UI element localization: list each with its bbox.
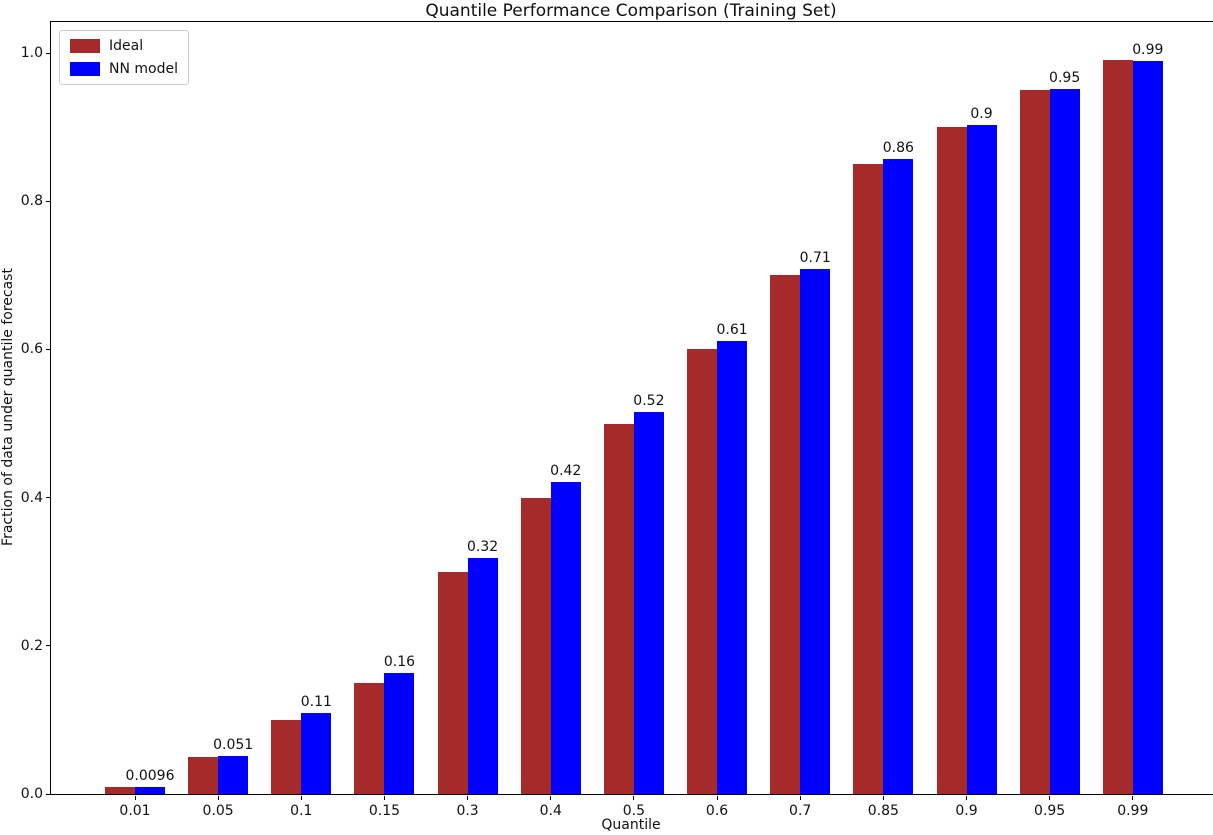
bar-nn-model [301,713,332,794]
bar-ideal [687,349,718,794]
bar-nn-model [717,341,748,794]
bar-ideal [603,423,634,794]
bar-value-label: 0.16 [383,654,416,671]
legend-item: Ideal [70,38,178,54]
plot-area: Ideal NN model 0.0 0.2 0.4 0.6 0.8 1.0 0.01 0.00… [21,21,1213,819]
bar-nn-model [550,482,581,794]
y-tick-mark [46,645,50,647]
y-tick-mark [46,348,50,350]
bar-value-label: 0.61 [716,322,748,339]
bar-value-label: 0.0096 [125,767,175,784]
bar-nn-model [467,558,498,794]
x-tick-label: 0.4 [539,803,562,819]
x-tick-label: 0.15 [368,803,401,819]
x-tick-label: 0.05 [202,803,234,819]
bar-value-label: 0.11 [300,694,332,711]
legend-label: Ideal [109,38,144,54]
bar-ideal [770,275,801,794]
bar-value-label: 0.42 [550,463,582,480]
bar-ideal [354,682,385,794]
x-tick-label: 0.5 [622,803,646,819]
x-tick-mark [882,796,884,800]
x-tick-label: 0.6 [705,803,729,819]
legend-item: NN model [70,61,178,77]
bar-nn-model [800,268,831,794]
bar-ideal [520,497,551,794]
y-tick-mark [46,497,50,499]
bar-ideal [105,786,135,794]
x-tick-mark [300,796,302,800]
bar-value-label: 0.9 [970,105,993,122]
x-tick-mark [799,796,801,800]
bar-ideal [271,719,302,794]
bar-nn-model [883,158,914,794]
bar-nn-model [633,411,664,794]
bar-ideal [1019,90,1050,794]
x-tick-label: 0.01 [119,803,151,819]
x-tick-label: 0.9 [955,803,978,819]
bar-nn-model [1049,89,1080,794]
bar-nn-model [135,786,165,794]
bar-value-label: 0.95 [1049,70,1081,87]
x-tick-mark [550,796,552,800]
y-tick-label: 0.2 [20,637,43,654]
y-tick-label: 1.0 [20,45,43,61]
bar-value-label: 0.52 [633,392,665,409]
bar-ideal [437,571,468,794]
x-tick-label: 0.1 [290,803,313,819]
x-tick-label: 0.95 [1034,803,1066,819]
legend-label: NN model [109,61,178,77]
y-tick-label: 0.0 [20,786,43,802]
x-tick-mark [1049,796,1051,800]
bar-nn-model [218,756,249,794]
bar-value-label: 0.32 [467,539,499,556]
bar-value-label: 0.051 [213,737,254,754]
x-tick-label: 0.99 [1117,803,1149,819]
y-tick-mark [46,793,50,795]
y-tick-mark [46,200,50,202]
bar-value-label: 0.71 [799,249,831,266]
legend-swatch [70,62,100,76]
x-tick-mark [633,796,635,800]
x-tick-mark [467,796,469,800]
bar-nn-model [966,124,997,794]
x-tick-mark [134,796,136,800]
y-tick-label: 0.4 [20,489,43,506]
x-tick-label: 0.3 [456,803,479,819]
x-axis-label: Quantile [601,817,661,833]
x-tick-mark [1132,796,1134,800]
x-tick-mark [966,796,967,800]
bar-ideal [853,164,884,794]
bar-ideal [936,127,967,794]
legend-swatch [70,39,100,53]
legend: Ideal NN model [59,30,189,85]
x-tick-label: 0.7 [789,803,812,819]
bar-nn-model [1132,61,1163,794]
chart-title: Quantile Performance Comparison (Trainin… [425,1,837,21]
x-tick-mark [716,796,718,800]
x-tick-mark [217,796,219,800]
bar-nn-model [384,673,415,794]
bar-value-label: 0.86 [882,139,914,156]
x-tick-label: 0.85 [867,803,899,819]
bar-value-label: 0.99 [1132,42,1164,59]
y-tick-label: 0.6 [20,341,43,358]
y-tick-mark [46,52,50,54]
bar-ideal [188,756,219,794]
y-tick-label: 0.8 [20,193,43,210]
bar-ideal [1102,60,1133,794]
x-tick-mark [383,796,385,800]
